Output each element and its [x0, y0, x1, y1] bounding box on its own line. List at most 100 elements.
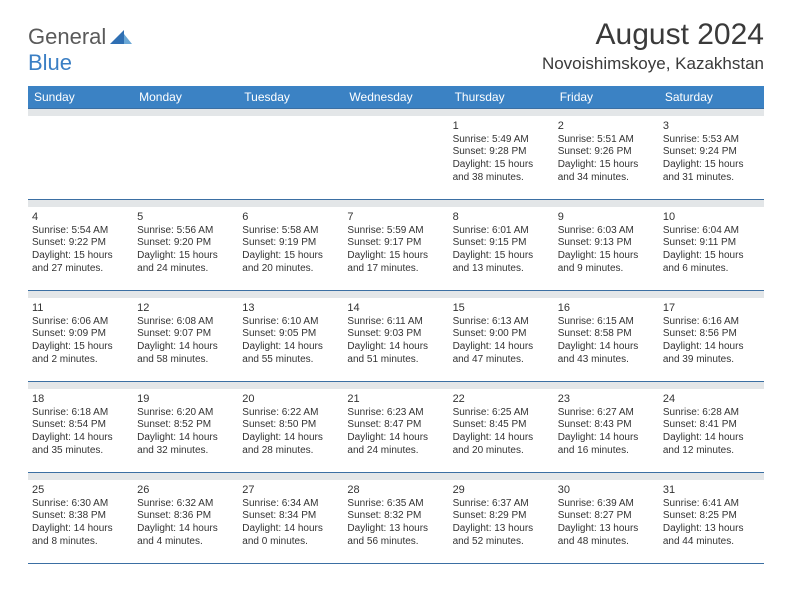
day-cell — [133, 116, 238, 200]
daylight-text: Daylight: 14 hours — [242, 523, 339, 536]
sunset-text: Sunset: 9:11 PM — [663, 237, 760, 250]
day-number: 18 — [32, 392, 129, 406]
sunset-text: Sunset: 9:03 PM — [347, 328, 444, 341]
day-number: 7 — [347, 210, 444, 224]
day-cell: 4Sunrise: 5:54 AMSunset: 9:22 PMDaylight… — [28, 207, 133, 291]
sunset-text: Sunset: 8:34 PM — [242, 510, 339, 523]
daylight-text: Daylight: 15 hours — [242, 250, 339, 263]
location: Novoishimskoye, Kazakhstan — [542, 54, 764, 74]
daylight-text: Daylight: 14 hours — [453, 341, 550, 354]
day-cell: 6Sunrise: 5:58 AMSunset: 9:19 PMDaylight… — [238, 207, 343, 291]
sunset-text: Sunset: 8:36 PM — [137, 510, 234, 523]
day-number: 2 — [558, 119, 655, 133]
day-cell — [343, 116, 448, 200]
day-cell: 22Sunrise: 6:25 AMSunset: 8:45 PMDayligh… — [449, 389, 554, 473]
sunrise-text: Sunrise: 5:59 AM — [347, 225, 444, 238]
daylight-text: and 58 minutes. — [137, 354, 234, 367]
daylight-text: and 27 minutes. — [32, 263, 129, 276]
sunset-text: Sunset: 8:41 PM — [663, 419, 760, 432]
sunrise-text: Sunrise: 6:11 AM — [347, 316, 444, 329]
dow-cell: Sunday — [28, 86, 133, 109]
day-number: 5 — [137, 210, 234, 224]
sunrise-text: Sunrise: 6:37 AM — [453, 498, 550, 511]
day-number: 27 — [242, 483, 339, 497]
day-cell: 13Sunrise: 6:10 AMSunset: 9:05 PMDayligh… — [238, 298, 343, 382]
day-number: 3 — [663, 119, 760, 133]
daylight-text: and 43 minutes. — [558, 354, 655, 367]
day-number: 30 — [558, 483, 655, 497]
bottom-rule-cell — [28, 564, 764, 565]
day-cell: 9Sunrise: 6:03 AMSunset: 9:13 PMDaylight… — [554, 207, 659, 291]
day-cell: 30Sunrise: 6:39 AMSunset: 8:27 PMDayligh… — [554, 480, 659, 564]
week-separator — [28, 200, 764, 207]
sunset-text: Sunset: 9:24 PM — [663, 146, 760, 159]
sunrise-text: Sunrise: 6:35 AM — [347, 498, 444, 511]
sunset-text: Sunset: 8:52 PM — [137, 419, 234, 432]
sunset-text: Sunset: 8:56 PM — [663, 328, 760, 341]
week-separator-cell — [28, 291, 764, 298]
logo-triangle-icon — [110, 24, 132, 50]
sunrise-text: Sunrise: 6:23 AM — [347, 407, 444, 420]
dow-row: SundayMondayTuesdayWednesdayThursdayFrid… — [28, 86, 764, 109]
sunrise-text: Sunrise: 6:22 AM — [242, 407, 339, 420]
day-cell: 12Sunrise: 6:08 AMSunset: 9:07 PMDayligh… — [133, 298, 238, 382]
daylight-text: and 20 minutes. — [453, 445, 550, 458]
week-row: 25Sunrise: 6:30 AMSunset: 8:38 PMDayligh… — [28, 480, 764, 564]
daylight-text: and 28 minutes. — [242, 445, 339, 458]
day-number: 24 — [663, 392, 760, 406]
logo-word1: General — [28, 24, 106, 50]
sunset-text: Sunset: 9:05 PM — [242, 328, 339, 341]
sunset-text: Sunset: 9:00 PM — [453, 328, 550, 341]
daylight-text: Daylight: 15 hours — [558, 250, 655, 263]
daylight-text: Daylight: 14 hours — [558, 432, 655, 445]
sunrise-text: Sunrise: 6:28 AM — [663, 407, 760, 420]
sunrise-text: Sunrise: 6:03 AM — [558, 225, 655, 238]
sunset-text: Sunset: 9:22 PM — [32, 237, 129, 250]
daylight-text: and 52 minutes. — [453, 536, 550, 549]
daylight-text: and 4 minutes. — [137, 536, 234, 549]
bottom-rule — [28, 564, 764, 565]
day-number: 22 — [453, 392, 550, 406]
day-number: 17 — [663, 301, 760, 315]
week-separator — [28, 382, 764, 389]
day-number: 10 — [663, 210, 760, 224]
sunrise-text: Sunrise: 6:18 AM — [32, 407, 129, 420]
daylight-text: Daylight: 14 hours — [558, 341, 655, 354]
sunset-text: Sunset: 9:26 PM — [558, 146, 655, 159]
sunrise-text: Sunrise: 6:27 AM — [558, 407, 655, 420]
daylight-text: and 32 minutes. — [137, 445, 234, 458]
sunset-text: Sunset: 8:54 PM — [32, 419, 129, 432]
sunset-text: Sunset: 8:50 PM — [242, 419, 339, 432]
calendar-table: SundayMondayTuesdayWednesdayThursdayFrid… — [28, 86, 764, 564]
sunrise-text: Sunrise: 5:51 AM — [558, 134, 655, 147]
daylight-text: and 55 minutes. — [242, 354, 339, 367]
day-cell: 29Sunrise: 6:37 AMSunset: 8:29 PMDayligh… — [449, 480, 554, 564]
sunset-text: Sunset: 9:13 PM — [558, 237, 655, 250]
sunrise-text: Sunrise: 6:32 AM — [137, 498, 234, 511]
week-row: 4Sunrise: 5:54 AMSunset: 9:22 PMDaylight… — [28, 207, 764, 291]
sunrise-text: Sunrise: 6:16 AM — [663, 316, 760, 329]
sunrise-text: Sunrise: 6:39 AM — [558, 498, 655, 511]
day-number: 1 — [453, 119, 550, 133]
day-cell: 27Sunrise: 6:34 AMSunset: 8:34 PMDayligh… — [238, 480, 343, 564]
sunset-text: Sunset: 8:25 PM — [663, 510, 760, 523]
week-row: 1Sunrise: 5:49 AMSunset: 9:28 PMDaylight… — [28, 116, 764, 200]
daylight-text: Daylight: 14 hours — [242, 432, 339, 445]
sunset-text: Sunset: 8:27 PM — [558, 510, 655, 523]
sunrise-text: Sunrise: 6:13 AM — [453, 316, 550, 329]
day-cell: 25Sunrise: 6:30 AMSunset: 8:38 PMDayligh… — [28, 480, 133, 564]
day-cell: 17Sunrise: 6:16 AMSunset: 8:56 PMDayligh… — [659, 298, 764, 382]
sunrise-text: Sunrise: 5:56 AM — [137, 225, 234, 238]
daylight-text: Daylight: 15 hours — [453, 250, 550, 263]
daylight-text: Daylight: 15 hours — [663, 250, 760, 263]
sunset-text: Sunset: 9:17 PM — [347, 237, 444, 250]
daylight-text: Daylight: 15 hours — [558, 159, 655, 172]
sunrise-text: Sunrise: 6:34 AM — [242, 498, 339, 511]
day-cell: 1Sunrise: 5:49 AMSunset: 9:28 PMDaylight… — [449, 116, 554, 200]
day-cell: 7Sunrise: 5:59 AMSunset: 9:17 PMDaylight… — [343, 207, 448, 291]
sunrise-text: Sunrise: 6:20 AM — [137, 407, 234, 420]
day-number: 23 — [558, 392, 655, 406]
sunset-text: Sunset: 8:47 PM — [347, 419, 444, 432]
sunrise-text: Sunrise: 6:08 AM — [137, 316, 234, 329]
daylight-text: and 48 minutes. — [558, 536, 655, 549]
